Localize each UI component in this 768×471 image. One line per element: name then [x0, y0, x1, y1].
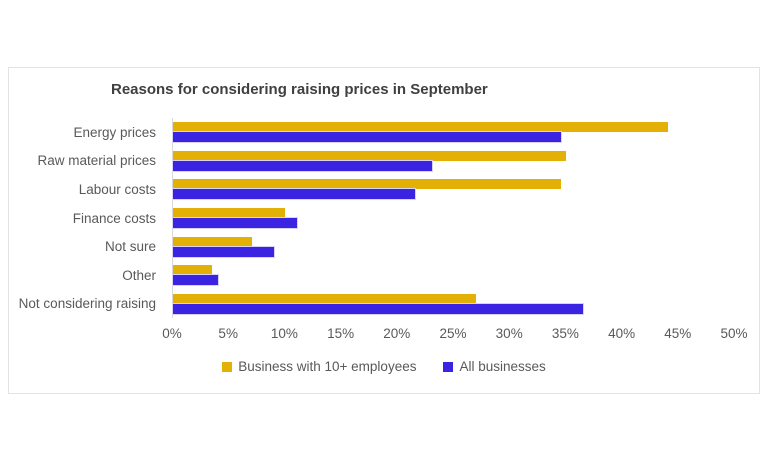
category-label-not-sure: Not sure: [104, 239, 156, 255]
bar-group-energy-prices: [172, 118, 735, 147]
bar-group-labour-costs: [172, 175, 735, 204]
bar-business-with-10-employees-finance-costs: [173, 207, 286, 218]
bar-all-businesses-energy-prices: [172, 131, 562, 144]
legend: Business with 10+ employees All business…: [9, 359, 759, 374]
bar-business-with-10-employees-other: [173, 265, 213, 276]
category-label-finance-costs: Finance costs: [72, 210, 156, 226]
x-tick-45pct: 45%: [664, 326, 692, 341]
bar-group-finance-costs: [172, 204, 735, 233]
bar-business-with-10-employees-not-considering-raising: [173, 293, 477, 304]
legend-swatch-business-10plus: [222, 361, 233, 372]
bar-group-raw-material-prices: [172, 147, 735, 176]
bar-business-with-10-employees-labour-costs: [173, 179, 561, 190]
category-label-labour-costs: Labour costs: [78, 181, 156, 197]
x-axis: 0% 5% 10% 15% 20% 25% 30% 35% 40% 45% 50%: [162, 326, 747, 344]
bar-group-not-sure: [171, 232, 735, 261]
x-tick-5pct: 5%: [218, 326, 238, 341]
bar-all-businesses-finance-costs: [172, 216, 298, 229]
x-tick-0pct: 0%: [162, 326, 182, 341]
bar-business-with-10-employees-raw-material-prices: [173, 150, 567, 161]
chart-box: Reasons for considering raising prices i…: [8, 67, 760, 394]
category-label-not-considering-raising: Not considering raising: [18, 296, 156, 312]
bar-all-businesses-not-sure: [171, 245, 276, 258]
category-label-energy-prices: Energy prices: [73, 124, 156, 140]
bar-all-businesses-other: [172, 274, 219, 287]
x-tick-50pct: 50%: [720, 326, 748, 341]
bar-business-with-10-employees-energy-prices: [173, 122, 668, 133]
legend-item-business-10plus: Business with 10+ employees: [222, 359, 416, 374]
category-label-raw-material-prices: Raw material prices: [37, 153, 156, 169]
chart-title: Reasons for considering raising prices i…: [111, 81, 488, 98]
bar-group-other: [172, 261, 735, 290]
x-tick-20pct: 20%: [383, 326, 411, 341]
bar-business-with-10-employees-not-sure: [173, 236, 252, 247]
x-tick-25pct: 25%: [439, 326, 467, 341]
bar-group-not-considering-raising: [171, 289, 735, 318]
legend-label-business-10plus: Business with 10+ employees: [238, 359, 417, 374]
bar-all-businesses-raw-material-prices: [172, 159, 433, 172]
bar-all-businesses-not-considering-raising: [171, 302, 585, 315]
x-tick-10pct: 10%: [270, 326, 298, 341]
x-tick-35pct: 35%: [551, 326, 579, 341]
legend-item-all-businesses: All businesses: [443, 359, 546, 374]
category-axis-labels: Energy prices Raw material prices Labour c…: [9, 118, 166, 318]
x-tick-15pct: 15%: [327, 326, 355, 341]
plot-area: [171, 118, 735, 318]
legend-label-all-businesses: All businesses: [459, 359, 546, 374]
x-tick-40pct: 40%: [608, 326, 636, 341]
category-label-other: Other: [122, 267, 156, 283]
x-tick-30pct: 30%: [495, 326, 523, 341]
legend-swatch-all-businesses: [443, 361, 454, 372]
bar-all-businesses-labour-costs: [172, 188, 416, 201]
